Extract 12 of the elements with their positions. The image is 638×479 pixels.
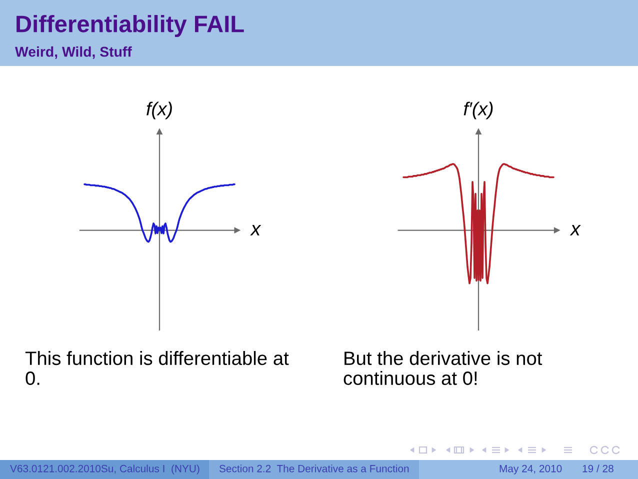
text: This function is differentiable at 0. xyxy=(25,351,289,386)
text: But the derivative is not continuous at 0! xyxy=(344,351,542,386)
chart-title: Differentiability FAIL xyxy=(16,14,244,38)
x-axis-title: x xyxy=(250,225,262,236)
y-axis-title: f′(x) xyxy=(464,102,493,120)
text: 19 / 28 xyxy=(582,464,614,472)
text: May 24, 2010 xyxy=(500,464,562,474)
chart-subtitle: Weird, Wild, Stuff xyxy=(15,46,132,59)
text: Section 2.2 The Derivative as a Function xyxy=(219,464,409,472)
text: V63.0121.002.2010Su, Calculus I (NYU) xyxy=(10,464,200,474)
y-axis-title: f(x) xyxy=(146,102,172,120)
x-axis-title: x xyxy=(570,225,581,236)
